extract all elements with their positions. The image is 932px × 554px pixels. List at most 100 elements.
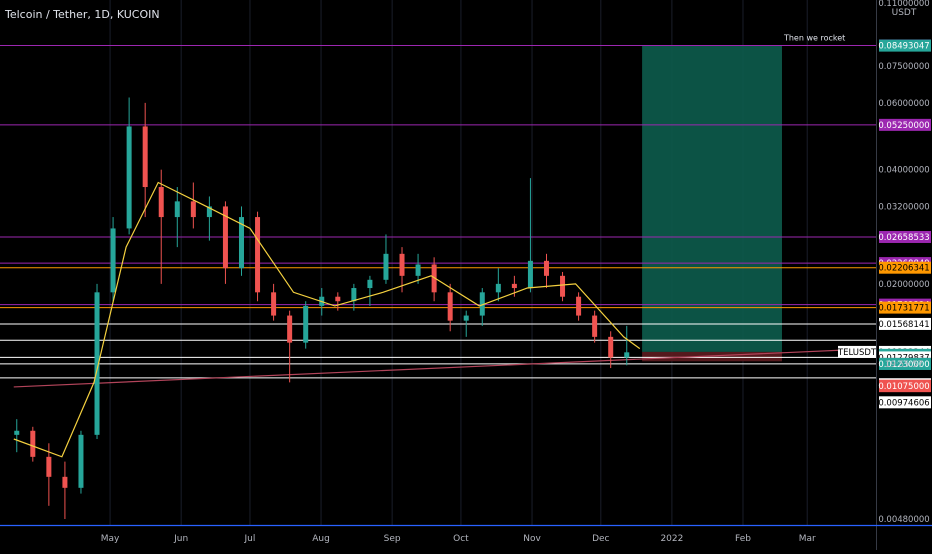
candle — [543, 260, 549, 276]
price-label-text: 0.01568141 — [878, 320, 929, 330]
candle — [335, 296, 341, 302]
price-axis — [876, 0, 932, 550]
candle — [78, 434, 84, 488]
price-label: 0.03200000 — [878, 202, 929, 212]
loss-zone — [642, 351, 782, 362]
price-label-text: 0.00480000 — [878, 515, 929, 525]
price-label-text: 0.11000000 — [878, 0, 929, 9]
price-label-bg — [879, 39, 931, 52]
time-tick: Dec — [592, 534, 609, 544]
annotation-text: Then we rocket — [783, 33, 845, 42]
time-tick: Nov — [523, 534, 541, 544]
candle — [608, 336, 614, 358]
candle — [62, 476, 68, 488]
price-label: 0.01075000 — [878, 380, 931, 393]
chart-title: Telcoin / Tether, 1D, KUCOIN — [5, 8, 160, 21]
candle — [110, 228, 116, 293]
price-label: 0.11000000 — [878, 0, 929, 9]
price-label-bg — [879, 357, 931, 370]
time-tick: Jun — [173, 534, 188, 544]
time-tick: Mar — [799, 534, 816, 544]
candle — [511, 283, 517, 289]
candle — [383, 253, 389, 280]
price-label: 0.01568141 — [878, 317, 931, 330]
candle — [303, 305, 309, 343]
candle — [431, 264, 437, 293]
price-label-text: 0.00974606 — [878, 398, 929, 408]
candle — [222, 206, 228, 269]
candle — [447, 292, 453, 321]
price-label-text: 0.01731771 — [878, 304, 929, 314]
price-label-bg — [879, 118, 931, 131]
price-label: 0.07500000 — [878, 62, 929, 72]
price-label-bg — [879, 317, 931, 330]
candle — [14, 430, 20, 435]
price-label: 0.05250000 — [878, 118, 931, 131]
trendline — [13, 348, 877, 388]
time-tick: Jul — [244, 534, 256, 544]
candle — [30, 430, 36, 457]
price-label: 0.00974606 — [878, 396, 931, 409]
price-label: 0.02658533 — [878, 230, 931, 243]
candle — [367, 279, 373, 289]
candle — [527, 260, 533, 289]
candle — [351, 288, 357, 302]
time-tick: 2022 — [660, 534, 683, 544]
time-tick: Sep — [384, 534, 401, 544]
price-label: 0.02000000 — [878, 280, 929, 290]
time-tick: Oct — [453, 534, 469, 544]
candle — [560, 275, 566, 297]
candle — [592, 315, 598, 337]
price-label: 0.00480000 — [878, 515, 929, 525]
symbol-tag-bg — [838, 345, 876, 358]
candle — [206, 206, 212, 218]
candle — [94, 292, 100, 435]
candle — [174, 201, 180, 218]
price-label-bg — [879, 261, 931, 274]
price-label-text: 0.02206341 — [878, 264, 929, 274]
candle — [624, 352, 630, 358]
price-label-bg — [879, 380, 931, 393]
price-label: 0.04000000 — [878, 166, 929, 176]
price-label: 0.06000000 — [878, 99, 929, 109]
price-label-text: 0.01230000 — [878, 360, 929, 370]
countdown-text: 19:55:57 — [885, 360, 923, 370]
candle — [190, 201, 196, 218]
candle — [46, 456, 52, 477]
candle — [142, 126, 148, 188]
candle — [255, 217, 261, 293]
candle — [158, 187, 164, 218]
candle — [126, 126, 132, 229]
price-label-text: 0.06000000 — [878, 99, 929, 109]
price-label-bg — [879, 396, 931, 409]
price-label-text: 0.08493047 — [878, 42, 929, 52]
candle — [495, 283, 501, 293]
time-tick: Aug — [312, 534, 330, 544]
candle — [238, 217, 244, 269]
price-label-bg — [879, 301, 931, 314]
price-label: 0.08493047 — [878, 39, 931, 52]
price-label-bg — [879, 230, 931, 243]
currency-label: USDT — [892, 8, 917, 18]
price-label: 0.01731771 — [878, 301, 931, 314]
candle — [463, 315, 469, 321]
candle — [271, 292, 277, 316]
candle — [415, 264, 421, 276]
time-tick: Feb — [735, 534, 751, 544]
price-label-text: 0.03200000 — [878, 202, 929, 212]
candle — [399, 253, 405, 276]
price-label-text: 0.07500000 — [878, 62, 929, 72]
moving-average — [13, 181, 641, 458]
price-label-text: 0.05250000 — [878, 121, 929, 131]
candle — [576, 296, 582, 316]
price-label-text: 0.02658533 — [878, 233, 929, 243]
price-label-text: 0.04000000 — [878, 166, 929, 176]
price-label-text: 0.02000000 — [878, 280, 929, 290]
price-label: 0.01230000 — [878, 357, 931, 370]
symbol-tag: TELUSDT — [837, 348, 877, 358]
candle — [479, 292, 485, 316]
profit-zone — [642, 45, 782, 352]
price-label-text: 0.01075000 — [878, 382, 929, 392]
